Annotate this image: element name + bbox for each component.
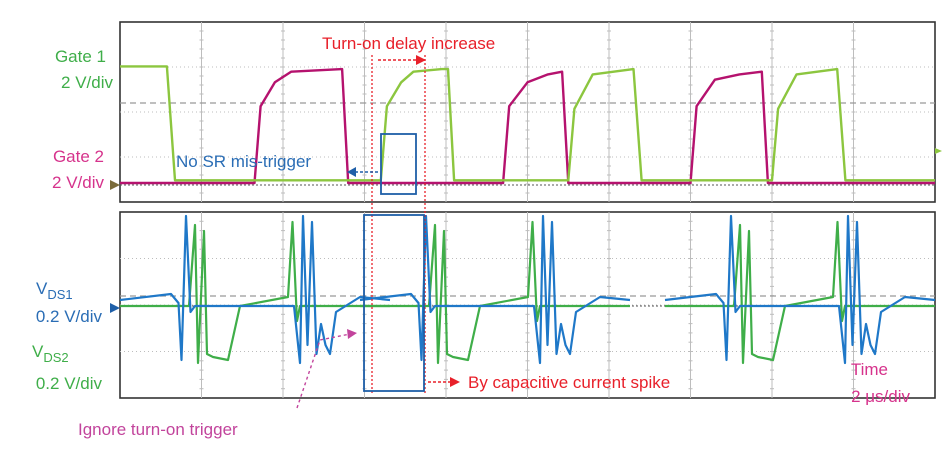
bottom-panel (119, 211, 936, 399)
gate1-scale-label: 2 V/div (61, 73, 113, 92)
top-panel-traces (120, 65, 935, 185)
gate1-right-marker (935, 148, 942, 154)
vds1-channel-marker (110, 303, 120, 313)
vds1-label: VDS1 (36, 279, 73, 302)
gate2-name-label: Gate 2 (53, 147, 104, 166)
vds2-main: V (32, 342, 44, 361)
vds1-trace (119, 214, 391, 365)
vds2-trace (120, 220, 390, 365)
vds2-trace (360, 220, 630, 365)
bottom-panel-traces (119, 214, 936, 365)
vds1-main: V (36, 279, 48, 298)
vds1-subscript: DS1 (47, 287, 72, 302)
channel-labels: Gate 1 2 V/div Gate 2 2 V/div VDS1 0.2 V… (32, 47, 910, 406)
time-name-label: Time (851, 360, 888, 379)
gate2-trace (120, 67, 935, 185)
vds1-trace (359, 214, 631, 365)
turn-on-delay-arrowhead (416, 55, 426, 65)
no-sr-mistrigger-arrowhead (347, 167, 356, 177)
no-sr-mistrigger-annotation: No SR mis-trigger (176, 133, 417, 195)
gate1-name-label: Gate 1 (55, 47, 106, 66)
time-scale-label: 2 μs/div (851, 387, 910, 406)
capacitive-spike-box (363, 214, 425, 392)
no-sr-mistrigger-label: No SR mis-trigger (176, 152, 311, 171)
turn-on-delay-annotation: Turn-on delay increase (322, 34, 495, 395)
top-panel (119, 21, 936, 203)
vds1-scale-label: 0.2 V/div (36, 307, 103, 326)
gate2-channel-marker (110, 180, 120, 190)
gate2-scale-label: 2 V/div (52, 173, 104, 192)
vds1-trace (664, 214, 936, 365)
vds2-subscript: DS2 (43, 350, 68, 365)
capacitive-spike-annotation: By capacitive current spike (363, 214, 670, 392)
vds2-label: VDS2 (32, 342, 69, 365)
vds2-scale-label: 0.2 V/div (36, 374, 103, 393)
ignore-trigger-annotation: Ignore turn-on trigger (78, 329, 357, 439)
ignore-trigger-arrow (296, 333, 351, 409)
turn-on-delay-label: Turn-on delay increase (322, 34, 495, 53)
capacitive-spike-arrowhead (450, 377, 460, 387)
gate1-trace (120, 65, 935, 182)
capacitive-spike-label: By capacitive current spike (468, 373, 670, 392)
vds2-trace (665, 220, 935, 365)
no-sr-mistrigger-box (380, 133, 417, 195)
ignore-trigger-label: Ignore turn-on trigger (78, 420, 238, 439)
ignore-trigger-arrowhead (347, 329, 357, 339)
